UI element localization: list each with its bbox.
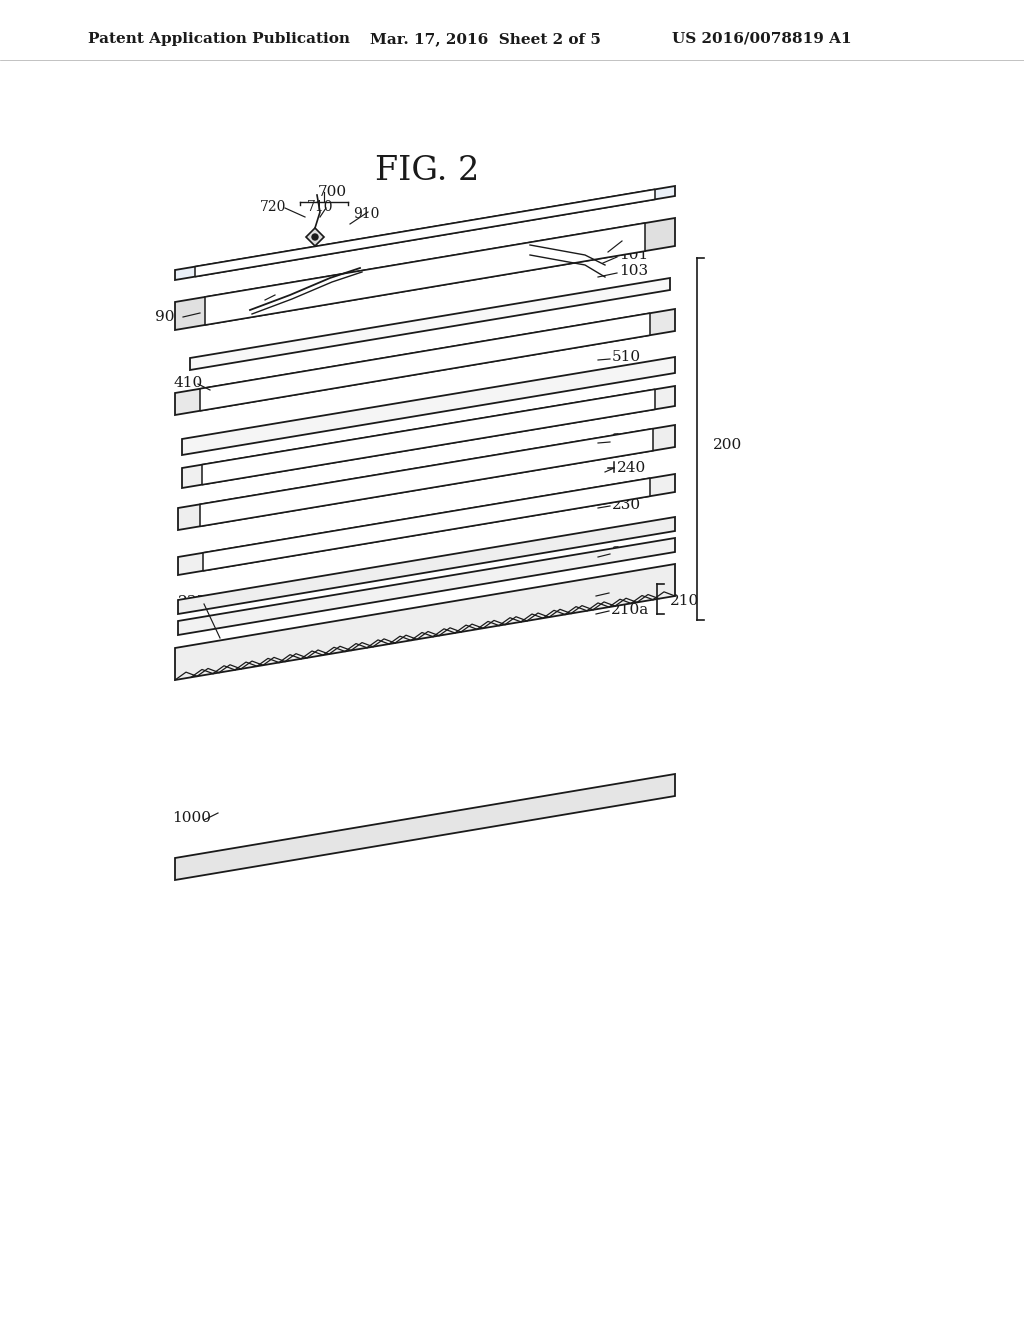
Text: 101: 101: [618, 248, 648, 261]
Text: Patent Application Publication: Patent Application Publication: [88, 32, 350, 46]
Polygon shape: [306, 228, 324, 246]
Circle shape: [312, 234, 318, 240]
Polygon shape: [195, 189, 655, 277]
Polygon shape: [175, 564, 675, 680]
Polygon shape: [175, 186, 675, 280]
Polygon shape: [203, 478, 650, 570]
Polygon shape: [182, 385, 675, 488]
Text: 910: 910: [353, 207, 379, 220]
Text: 235: 235: [178, 595, 207, 609]
Text: Mar. 17, 2016  Sheet 2 of 5: Mar. 17, 2016 Sheet 2 of 5: [370, 32, 601, 46]
Polygon shape: [200, 429, 653, 527]
Polygon shape: [182, 356, 675, 455]
Polygon shape: [175, 774, 675, 880]
Text: 240: 240: [617, 461, 646, 475]
Text: 900: 900: [155, 310, 184, 323]
Polygon shape: [190, 279, 670, 370]
Polygon shape: [178, 474, 675, 576]
Polygon shape: [202, 389, 655, 484]
Text: 230: 230: [612, 498, 641, 512]
Text: 210a: 210a: [611, 603, 649, 616]
Text: 510: 510: [612, 350, 641, 364]
Text: 250: 250: [612, 433, 641, 447]
Text: 210: 210: [670, 594, 699, 609]
Polygon shape: [205, 223, 645, 325]
Text: 220: 220: [612, 546, 641, 560]
Text: 710: 710: [307, 201, 334, 214]
Text: 410: 410: [173, 376, 203, 389]
Text: 730: 730: [240, 290, 269, 305]
Text: 720: 720: [260, 201, 287, 214]
Text: 700: 700: [318, 185, 347, 199]
Text: FIG. 2: FIG. 2: [375, 154, 479, 187]
Polygon shape: [200, 313, 650, 411]
Text: 103: 103: [618, 264, 648, 279]
Text: 100: 100: [624, 231, 653, 246]
Polygon shape: [178, 539, 675, 635]
Polygon shape: [178, 517, 675, 614]
Text: 200: 200: [713, 438, 742, 451]
Polygon shape: [178, 425, 675, 531]
Polygon shape: [175, 309, 675, 414]
Text: 1000: 1000: [172, 810, 211, 825]
Text: 210b: 210b: [611, 585, 650, 599]
Text: US 2016/0078819 A1: US 2016/0078819 A1: [672, 32, 852, 46]
Polygon shape: [175, 218, 675, 330]
